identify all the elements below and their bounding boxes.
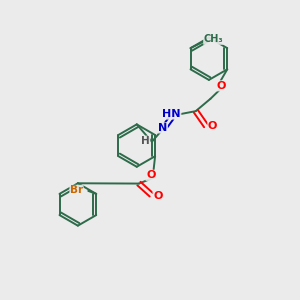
Text: CH₃: CH₃: [204, 34, 223, 44]
Text: N: N: [158, 123, 167, 133]
Text: HN: HN: [162, 109, 181, 119]
Text: H: H: [141, 136, 150, 146]
Text: O: O: [146, 170, 155, 180]
Text: O: O: [216, 81, 226, 91]
Text: Br: Br: [70, 185, 83, 195]
Text: O: O: [153, 191, 162, 201]
Text: O: O: [208, 121, 217, 131]
